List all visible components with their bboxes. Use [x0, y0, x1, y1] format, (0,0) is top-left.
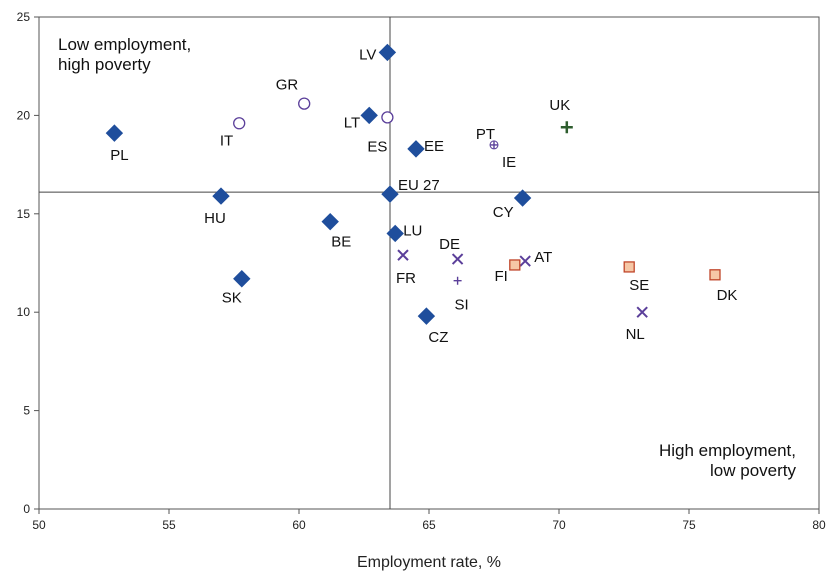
marker-sk — [233, 270, 251, 288]
marker-it — [233, 117, 246, 130]
marker-es — [381, 111, 394, 124]
point-label-eu27: EU 27 — [398, 177, 440, 194]
annotation-top-left-line-2: high poverty — [58, 55, 151, 74]
marker-pl — [105, 124, 124, 142]
point-label-uk: UK — [549, 97, 570, 114]
point-label-it: IT — [220, 132, 233, 149]
annotation-bottom-right-line-2: low poverty — [710, 461, 796, 480]
point-labels: LV GR IT PL LT ES EE PT IE UK EU 27 HU CY BE LU FR DE SI A… — [110, 46, 737, 346]
x-tick-label: 50 — [32, 518, 46, 532]
marker-lv — [378, 43, 397, 62]
point-label-lv: LV — [359, 46, 376, 63]
marker-eu27 — [381, 185, 399, 203]
y-tick-label: 25 — [17, 10, 31, 24]
marker-se — [623, 261, 635, 273]
y-tick-label: 10 — [17, 305, 31, 319]
quadrant-annotations: Low employment,high poverty High employme… — [58, 35, 796, 480]
marker-dk — [709, 269, 721, 281]
point-label-gr: GR — [276, 77, 299, 94]
marker-fi — [509, 259, 521, 271]
marker-lu — [386, 224, 404, 243]
marker-de — [451, 253, 464, 265]
point-label-cy: CY — [493, 204, 514, 221]
point-label-fi: FI — [494, 268, 507, 285]
point-label-pl: PL — [110, 147, 128, 164]
x-tick-label: 70 — [552, 518, 566, 532]
point-label-ee: EE — [424, 138, 444, 155]
point-label-lu: LU — [403, 222, 422, 239]
marker-gr — [298, 97, 311, 110]
x-tick-label: 80 — [812, 518, 826, 532]
point-label-fr: FR — [396, 270, 416, 287]
marker-nl — [636, 306, 648, 318]
data-points — [105, 43, 721, 325]
y-axis: 0 5 10 15 20 25 — [17, 10, 39, 516]
reference-lines — [39, 17, 819, 509]
point-label-ie: IE — [502, 154, 516, 171]
marker-pt-ring — [489, 140, 499, 150]
marker-si — [453, 276, 462, 285]
point-label-se: SE — [629, 277, 649, 294]
x-tick-label: 60 — [292, 518, 306, 532]
marker-ee — [407, 140, 425, 158]
marker-hu — [212, 187, 230, 205]
y-tick-label: 20 — [17, 108, 31, 122]
point-label-dk: DK — [717, 287, 738, 304]
plot-border — [38, 16, 820, 510]
point-label-sk: SK — [222, 290, 242, 307]
plot-area — [38, 16, 820, 510]
marker-fr — [397, 249, 409, 261]
x-tick-label: 55 — [162, 518, 176, 532]
point-label-pt: PT — [476, 126, 495, 143]
point-label-be: BE — [331, 234, 351, 251]
point-label-cz: CZ — [428, 329, 448, 346]
marker-cy — [513, 189, 532, 207]
annotation-bottom-right-line-1: High employment, — [659, 441, 796, 460]
y-tick-label: 15 — [17, 207, 31, 221]
marker-be — [321, 212, 339, 231]
y-tick-label: 0 — [23, 502, 30, 516]
marker-uk — [560, 121, 573, 134]
point-label-at: AT — [534, 249, 552, 266]
point-label-hu: HU — [204, 210, 226, 227]
marker-cz — [417, 307, 436, 325]
point-label-si: SI — [455, 297, 469, 314]
marker-at — [519, 255, 531, 267]
point-label-de: DE — [439, 236, 460, 253]
marker-lt — [360, 106, 378, 125]
point-label-es: ES — [367, 138, 387, 155]
point-label-lt: LT — [344, 114, 360, 131]
marker-pt — [490, 140, 498, 149]
y-tick-label: 5 — [23, 404, 30, 418]
x-axis-title: Employment rate, % — [357, 554, 501, 571]
annotation-top-left-line-1: Low employment, — [58, 35, 191, 54]
x-tick-label: 65 — [422, 518, 436, 532]
point-label-nl: NL — [626, 326, 645, 343]
x-tick-label: 75 — [682, 518, 696, 532]
x-axis: 50 55 60 65 70 75 80 — [32, 509, 826, 532]
